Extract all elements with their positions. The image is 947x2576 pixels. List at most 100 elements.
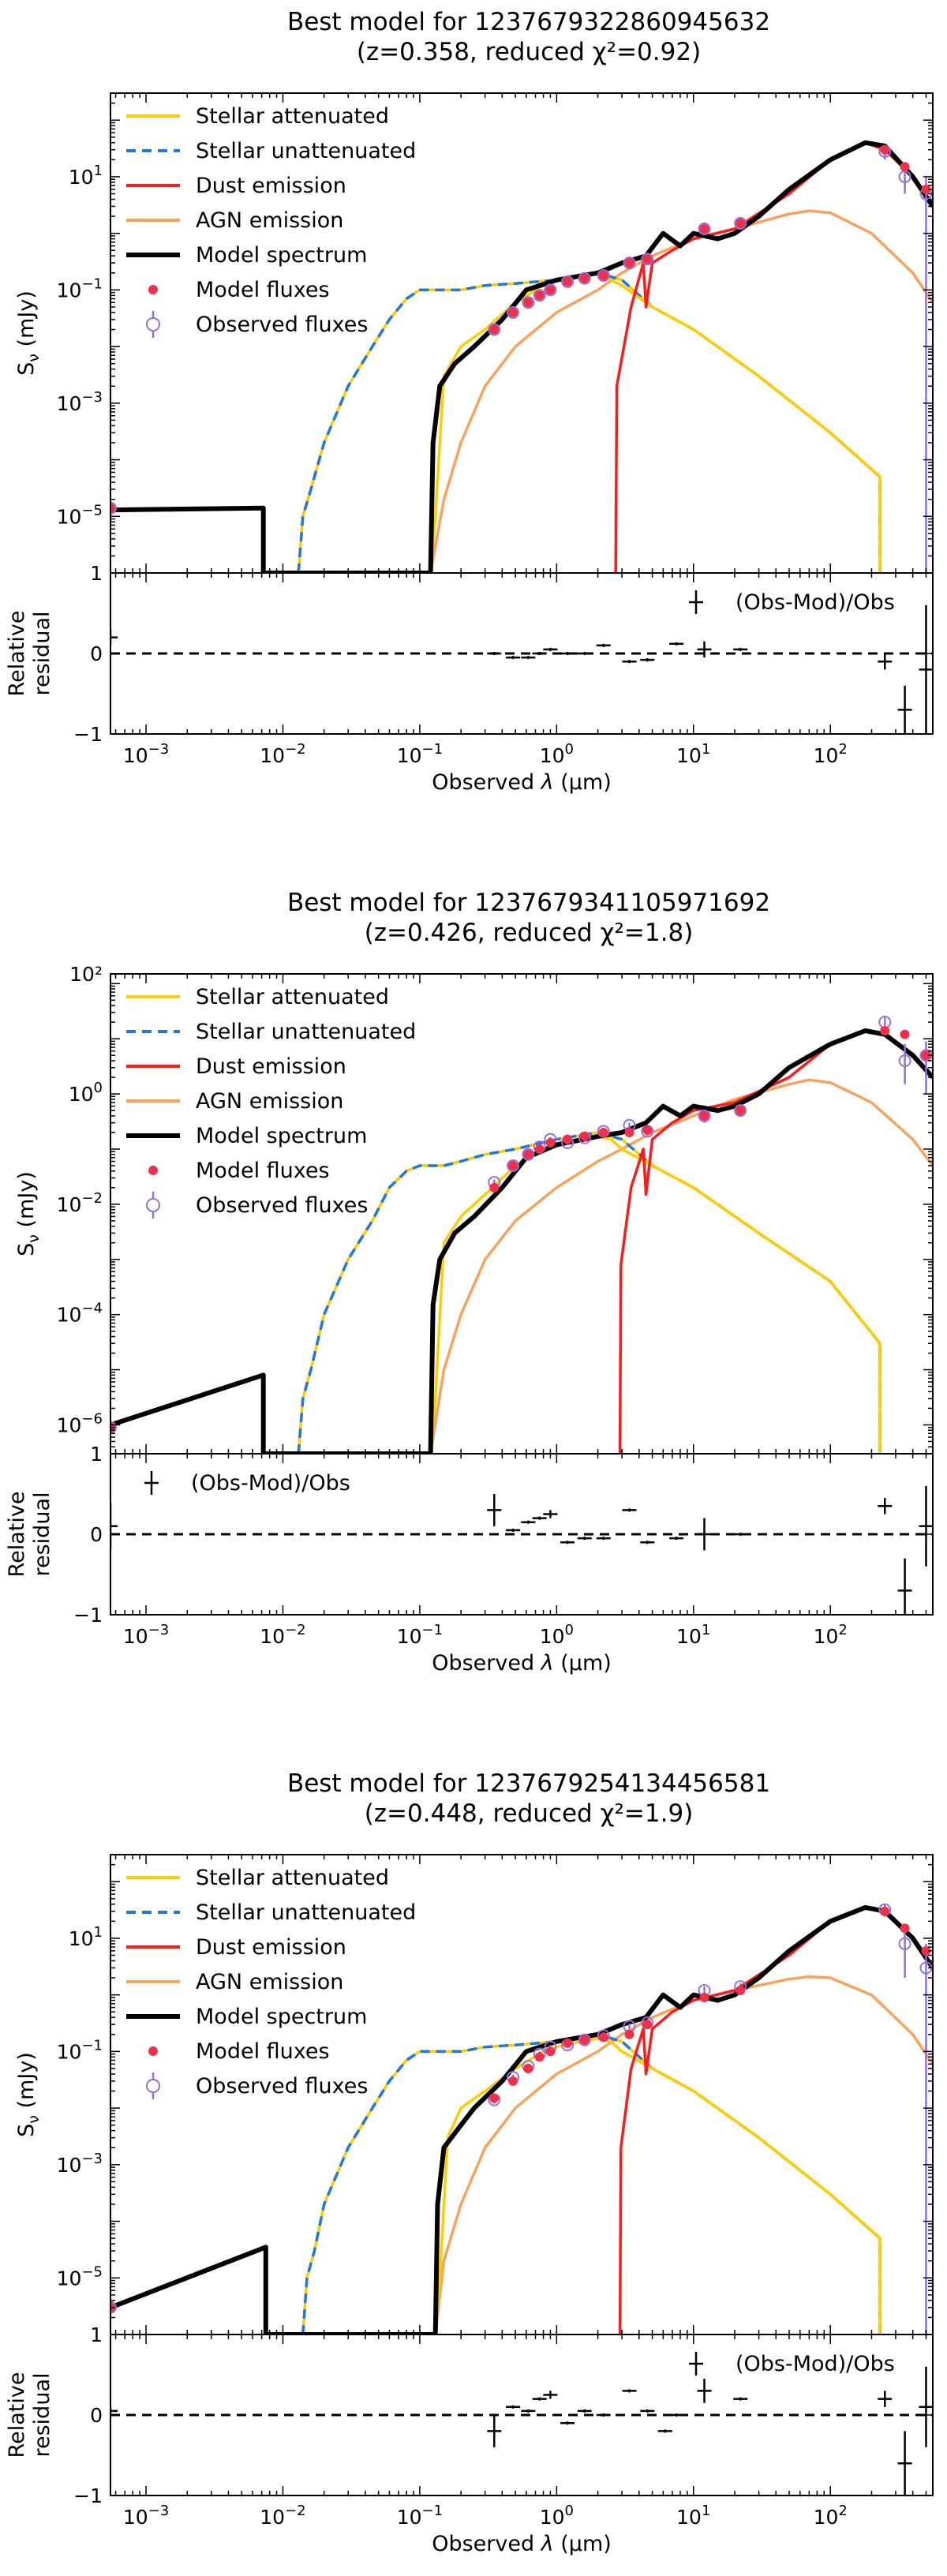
model-flux-point	[642, 254, 653, 264]
residual-y-label-line1: Relative	[5, 1492, 29, 1578]
y-tick-label: 10−4	[57, 1301, 103, 1327]
y-tick-label: 10−1	[57, 275, 103, 301]
legend-stellar-unattenuated-label: Stellar unattenuated	[196, 1900, 416, 1925]
res-y-tick-label: −1	[73, 2484, 103, 2507]
residual-legend-label: (Obs-Mod)/Obs	[736, 2352, 895, 2376]
y-tick-label-exp: −1	[81, 275, 103, 292]
x-tick-label-exp: −2	[285, 1622, 306, 1638]
observed-flux-point	[110, 2301, 117, 2314]
model-flux-point	[900, 1923, 910, 1934]
y-tick-label-exp: −6	[81, 1410, 103, 1427]
model-flux-point	[624, 1127, 634, 1137]
x-tick-label-base: 10	[123, 2506, 148, 2529]
x-tick-label: 10−1	[397, 2503, 443, 2529]
x-tick-label-base: 10	[540, 1625, 565, 1648]
model-flux-point	[579, 2035, 590, 2045]
legend-stellar-attenuated-label: Stellar attenuated	[196, 104, 389, 129]
model-flux-point	[579, 273, 590, 283]
res-y-tick-label: −1	[73, 1604, 103, 1627]
model-flux-point	[624, 258, 634, 268]
model-flux-point	[699, 1992, 709, 2002]
x-tick-label: 10−2	[260, 741, 305, 767]
observed-flux-point	[898, 1054, 911, 1068]
x-tick-label-base: 10	[260, 1625, 285, 1648]
y-tick-label: 10−6	[57, 1410, 103, 1436]
residual-y-label-line2: residual	[30, 2373, 54, 2458]
series-line-dust	[618, 1029, 933, 1454]
y-tick-label-exp: −4	[81, 1301, 103, 1317]
x-tick-label-base: 10	[123, 744, 148, 767]
x-tick-label: 101	[676, 2503, 710, 2529]
series-line-agn	[429, 209, 933, 573]
x-tick-label: 100	[540, 2503, 574, 2529]
residual-y-label-line2: residual	[30, 612, 54, 696]
model-flux-point	[545, 1138, 556, 1148]
model-flux-point	[523, 1149, 533, 1159]
legend-model-fluxes-swatch	[148, 2046, 158, 2056]
x-tick-label-exp: 1	[702, 2503, 710, 2519]
series-line-model	[110, 1904, 933, 2334]
x-tick-label-exp: 0	[565, 2503, 574, 2519]
legend-observed-label: Observed fluxes	[196, 2074, 368, 2099]
x-tick-label-base: 10	[123, 1625, 148, 1648]
series-line-stellar-attenuated	[429, 271, 881, 573]
x-tick-label-base: 10	[676, 744, 702, 767]
x-tick-label-base: 10	[397, 744, 422, 767]
model-flux-point	[880, 1906, 890, 1916]
x-axis-label: Observed λ (μm)	[432, 1651, 612, 1676]
y-tick-label: 10−5	[57, 2263, 103, 2290]
model-flux-point	[736, 1985, 746, 1995]
legend-stellar-unattenuated-label: Stellar unattenuated	[196, 139, 416, 163]
x-axis-label-main: Observed	[432, 770, 541, 795]
observed-flux-point	[110, 501, 117, 515]
model-flux-point	[921, 1050, 931, 1061]
y-tick-label-exp: 0	[94, 1080, 103, 1096]
model-flux-point	[508, 2076, 518, 2086]
model-flux-point	[598, 2032, 608, 2042]
model-flux-point	[579, 1131, 590, 1141]
y-tick-label: 101	[69, 163, 103, 189]
y-tick-label: 10−5	[57, 502, 103, 528]
legend-dust-label: Dust emission	[196, 1935, 346, 1960]
x-axis-label-symbol: λ	[540, 770, 554, 795]
x-axis-label-main: Observed	[432, 2532, 541, 2556]
x-tick-label-base: 10	[540, 744, 565, 767]
observed-flux-point	[561, 275, 575, 288]
y-tick-label-exp: 1	[94, 1924, 103, 1941]
legend-dust-label: Dust emission	[196, 1054, 346, 1079]
panel-3: Best model for 1237679254134456581(z=0.4…	[5, 1769, 934, 2556]
x-axis-label: Observed λ (μm)	[432, 2532, 612, 2556]
observed-flux-point	[522, 296, 535, 309]
res-y-tick-label: 0	[90, 1523, 103, 1546]
legend-model-fluxes-swatch	[148, 1166, 158, 1175]
legend-model-label: Model spectrum	[196, 1124, 367, 1148]
model-flux-point	[642, 2020, 653, 2030]
legend-model-label: Model spectrum	[196, 243, 367, 268]
observed-flux-point	[734, 217, 747, 230]
legend-observed-label: Observed fluxes	[196, 313, 368, 337]
model-flux-point	[598, 1127, 608, 1137]
y-tick-label-base: 10	[57, 505, 82, 528]
chart-title: Best model for 1237679254134456581	[287, 1769, 770, 1798]
x-tick-label-exp: −1	[422, 2503, 444, 2519]
chart-subtitle: (z=0.358, reduced χ²=0.92)	[357, 38, 701, 66]
y-axis-label-main: S	[14, 362, 39, 376]
y-axis-label: Sν (mJy)	[14, 1171, 43, 1256]
model-flux-point	[545, 2046, 556, 2057]
legend-model-fluxes-swatch	[148, 285, 158, 294]
x-tick-label-base: 10	[397, 2506, 422, 2529]
observed-flux-point	[507, 1159, 520, 1173]
y-tick-label: 10−3	[57, 389, 103, 415]
series-line-stellar-unattenuated-underlay	[297, 1131, 881, 1454]
observed-flux-point	[698, 222, 711, 235]
model-flux-point	[534, 1144, 545, 1154]
model-flux-point	[523, 298, 533, 308]
x-tick-label: 102	[814, 2503, 848, 2529]
x-tick-label-base: 10	[397, 1625, 422, 1648]
x-axis-label-main: Observed	[432, 1651, 541, 1676]
x-tick-label-base: 10	[540, 2506, 565, 2529]
x-tick-label-exp: 1	[702, 1622, 710, 1638]
legend-model-fluxes-label: Model fluxes	[196, 1159, 330, 1183]
series-line-model	[110, 140, 933, 573]
